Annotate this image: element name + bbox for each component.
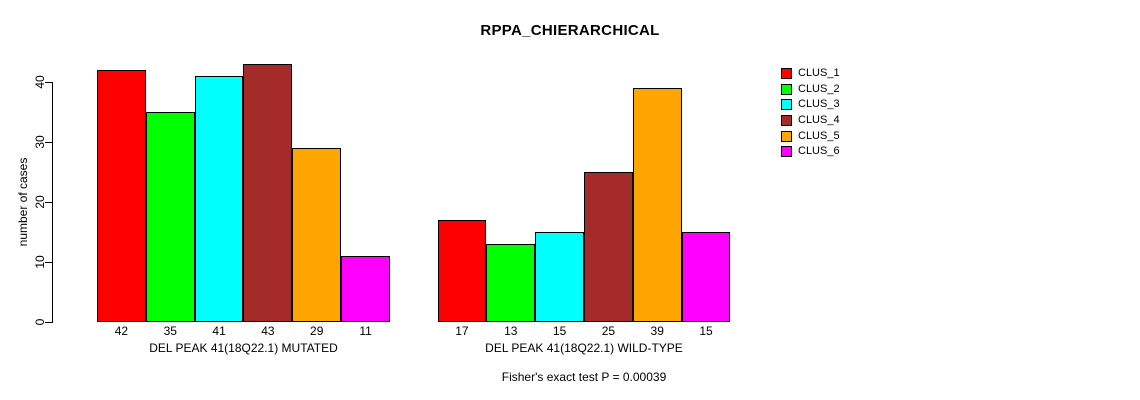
legend-item-clus_6: CLUS_6 xyxy=(781,144,840,160)
bar-clus_5-mutated xyxy=(292,148,342,322)
bar-clus_6-mutated xyxy=(341,256,390,322)
bar-value-label: 39 xyxy=(650,324,664,338)
legend-label: CLUS_4 xyxy=(798,114,840,127)
legend: CLUS_1 CLUS_2 CLUS_3 CLUS_4 CLUS_5 CLUS_6 xyxy=(781,66,840,160)
legend-label: CLUS_5 xyxy=(798,129,840,142)
y-axis-tick xyxy=(45,82,52,83)
y-axis-tick-label: 0 xyxy=(33,318,47,326)
legend-label: CLUS_3 xyxy=(798,98,840,111)
legend-swatch-icon xyxy=(781,115,792,127)
x-axis-group-label-mutated: DEL PEAK 41(18Q22.1) MUTATED xyxy=(149,341,338,355)
bar-value-label: 17 xyxy=(455,324,469,338)
y-axis-tick-label: 30 xyxy=(33,135,47,149)
bar-clus_4-mutated xyxy=(243,64,293,322)
bar-value-label: 15 xyxy=(699,324,713,338)
legend-swatch-icon xyxy=(781,99,792,111)
y-axis-line xyxy=(52,82,53,323)
bar-clus_5-wild-type xyxy=(632,88,682,322)
y-axis-tick-label: 10 xyxy=(33,255,47,269)
legend-item-clus_1: CLUS_1 xyxy=(781,66,840,82)
legend-label: CLUS_1 xyxy=(798,67,840,80)
y-axis-tick-label: 20 xyxy=(33,195,47,209)
bar-value-label: 13 xyxy=(504,324,518,338)
y-axis-title: number of cases xyxy=(16,157,30,247)
x-axis-group-label-wild-type: DEL PEAK 41(18Q22.1) WILD-TYPE xyxy=(485,341,683,355)
bar-clus_3-wild-type xyxy=(535,232,584,322)
bar-value-label: 25 xyxy=(601,324,616,338)
chart-title: RPPA_CHIERARCHICAL xyxy=(480,22,660,39)
bar-value-label: 15 xyxy=(552,324,567,338)
bar-clus_3-mutated xyxy=(194,76,244,322)
y-axis-tick xyxy=(45,142,52,143)
bar-clus_2-mutated xyxy=(145,112,195,322)
legend-swatch-icon xyxy=(781,146,792,158)
bar-value-label: 11 xyxy=(359,324,372,338)
legend-label: CLUS_6 xyxy=(798,145,840,158)
legend-item-clus_2: CLUS_2 xyxy=(781,82,840,98)
bar-clus_2-wild-type xyxy=(486,244,536,322)
y-axis-tick xyxy=(45,202,52,203)
bar-value-label: 29 xyxy=(310,324,324,338)
legend-item-clus_3: CLUS_3 xyxy=(781,97,840,113)
y-axis-tick-label: 40 xyxy=(33,75,47,89)
legend-swatch-icon xyxy=(781,130,792,142)
y-axis-tick xyxy=(45,262,52,263)
bar-clus_1-mutated xyxy=(97,70,146,322)
y-axis-tick xyxy=(45,322,52,323)
legend-swatch-icon xyxy=(781,68,792,80)
bar-clus_4-wild-type xyxy=(583,172,633,322)
bar-value-label: 41 xyxy=(212,324,226,338)
bar-value-label: 35 xyxy=(163,324,177,338)
fisher-test-annotation: Fisher's exact test P = 0.00039 xyxy=(501,370,667,384)
legend-item-clus_5: CLUS_5 xyxy=(781,128,840,144)
legend-item-clus_4: CLUS_4 xyxy=(781,113,840,129)
bar-value-label: 42 xyxy=(114,324,129,338)
bar-value-label: 43 xyxy=(261,324,275,338)
bar-clus_6-wild-type xyxy=(681,232,731,322)
legend-swatch-icon xyxy=(781,83,792,95)
bar-clus_1-wild-type xyxy=(437,220,487,322)
legend-label: CLUS_2 xyxy=(798,82,840,95)
